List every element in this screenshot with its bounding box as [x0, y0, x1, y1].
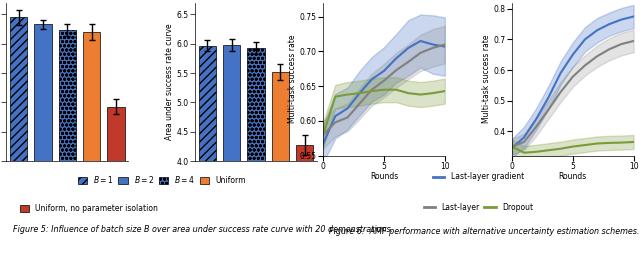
- Bar: [58, 30, 76, 273]
- Legend: $B = 1$, $B = 2$, $B = 4$, Uniform: $B = 1$, $B = 2$, $B = 4$, Uniform: [78, 174, 246, 185]
- Title: Kitchen, uniform: Kitchen, uniform: [346, 0, 422, 1]
- Text: Figure 5: Influence of batch size B over area under success rate curve with 20 d: Figure 5: Influence of batch size B over…: [13, 225, 393, 234]
- Bar: [83, 32, 100, 273]
- Title: Kitchen, uniform: Kitchen, uniform: [29, 0, 105, 1]
- Legend: Uniform, no parameter isolation: Uniform, no parameter isolation: [20, 204, 157, 213]
- Bar: [34, 24, 52, 273]
- Bar: [271, 72, 289, 273]
- Text: Figure 6:  AMF performance with alternative uncertainty estimation schemes.: Figure 6: AMF performance with alternati…: [330, 227, 640, 236]
- Bar: [10, 17, 28, 273]
- Bar: [108, 106, 125, 273]
- Y-axis label: Area under success rate curve: Area under success rate curve: [165, 23, 174, 140]
- Title: Kitchen, skewed: Kitchen, skewed: [219, 0, 293, 1]
- Y-axis label: Multi-task success rate: Multi-task success rate: [288, 35, 297, 123]
- Legend: Last-layer gradient: Last-layer gradient: [433, 172, 524, 181]
- Bar: [247, 48, 265, 273]
- Bar: [296, 145, 314, 273]
- Bar: [223, 45, 241, 273]
- Bar: [198, 46, 216, 273]
- Title: Kitchen, skewed: Kitchen, skewed: [536, 0, 609, 1]
- Legend: Last-layer, Dropout: Last-layer, Dropout: [424, 203, 533, 212]
- Y-axis label: Multi-task success rate: Multi-task success rate: [482, 35, 491, 123]
- X-axis label: Rounds: Rounds: [370, 173, 398, 181]
- X-axis label: Rounds: Rounds: [559, 173, 587, 181]
